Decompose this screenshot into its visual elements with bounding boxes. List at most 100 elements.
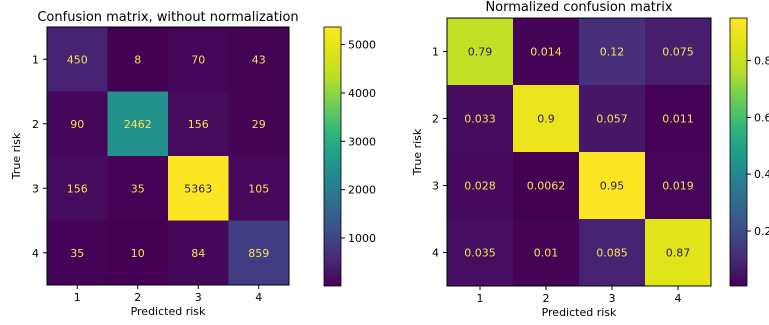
cell-value-label: 105 [248, 182, 269, 195]
heatmap-cell [107, 27, 169, 92]
heatmap-cell [447, 219, 514, 287]
cell-value-label: 0.95 [600, 180, 625, 193]
heatmap-cell [228, 91, 290, 157]
y-tick-label: 4 [32, 247, 39, 260]
cell-value-label: 5363 [184, 182, 212, 195]
cell-value-label: 0.033 [464, 113, 496, 126]
cell-value-label: 0.01 [534, 247, 559, 260]
y-tick-label: 1 [432, 46, 439, 59]
cell-value-label: 29 [252, 118, 266, 131]
cell-value-label: 0.12 [600, 46, 625, 59]
y-axis-label: True risk [10, 132, 23, 180]
cell-value-label: 0.87 [666, 247, 691, 260]
heatmap-cell [228, 156, 290, 221]
heatmap-cell [228, 27, 290, 92]
cell-value-label: 0.035 [464, 247, 496, 260]
cell-value-label: 35 [70, 247, 84, 260]
x-tick-label: 2 [543, 292, 550, 305]
colorbar [729, 17, 748, 287]
heatmap-cell [579, 85, 646, 153]
cell-value-label: 0.028 [464, 180, 496, 193]
cell-value-label: 0.79 [468, 46, 493, 59]
colorbar-tick-label: 0.2 [754, 225, 769, 238]
cell-value-label: 0.075 [662, 46, 694, 59]
heatmap-cell [107, 91, 169, 157]
heatmap-cell [645, 219, 712, 287]
x-tick-label: 4 [255, 291, 262, 304]
cell-value-label: 0.9 [537, 113, 555, 126]
y-tick-label: 3 [432, 180, 439, 193]
cell-value-label: 0.014 [530, 46, 562, 59]
heatmap-cell [513, 219, 580, 287]
cell-value-label: 84 [191, 247, 205, 260]
colorbar-tick-label: 0.6 [754, 111, 769, 124]
heatmap-cell [47, 91, 108, 157]
heatmap-cell [47, 156, 108, 221]
heatmap-cell [579, 152, 646, 220]
heatmap-cell [645, 18, 712, 86]
heatmap-cell [168, 220, 229, 286]
heatmap-cell [47, 27, 108, 92]
heatmap-cell [228, 220, 290, 286]
heatmap-cell [447, 18, 514, 86]
cell-value-label: 156 [188, 118, 209, 131]
y-axis-label: True risk [411, 128, 424, 176]
cell-value-label: 0.057 [596, 113, 628, 126]
colorbar-tick-label: 3000 [348, 135, 376, 148]
heatmap-cell [579, 219, 646, 287]
y-tick-label: 1 [32, 53, 39, 66]
heatmap-cell [513, 85, 580, 153]
colorbar-tick-label: 2000 [348, 184, 376, 197]
colorbar-tick-label: 0.4 [754, 168, 769, 181]
colorbar-tick-label: 5000 [348, 39, 376, 52]
x-tick-label: 3 [609, 292, 616, 305]
heatmap-cell [513, 152, 580, 220]
cell-value-label: 859 [248, 247, 269, 260]
plot-frame [46, 26, 290, 286]
cell-value-label: 70 [191, 53, 205, 66]
y-tick-label: 2 [32, 118, 39, 131]
cell-value-label: 35 [131, 182, 145, 195]
confusion-matrix-raw-panel: Confusion matrix, without normalization 4… [10, 10, 376, 318]
chart-title: Confusion matrix, without normalization [37, 10, 298, 25]
cell-value-label: 10 [131, 247, 145, 260]
heatmap-cell [579, 18, 646, 86]
y-tick-label: 2 [432, 113, 439, 126]
plot-frame [446, 17, 712, 287]
heatmap-cell [47, 220, 108, 286]
x-tick-label: 3 [195, 291, 202, 304]
x-axis-label: Predicted risk [131, 305, 206, 318]
cell-value-label: 0.019 [662, 180, 694, 193]
colorbar [323, 26, 342, 287]
x-tick-label: 1 [74, 291, 81, 304]
cell-value-label: 43 [252, 53, 266, 66]
heatmap-cell [168, 91, 229, 157]
colorbar-tick-label: 1000 [348, 232, 376, 245]
heatmap-cell [168, 156, 229, 221]
x-tick-label: 2 [134, 291, 141, 304]
cell-value-label: 8 [134, 53, 141, 66]
x-tick-label: 1 [477, 292, 484, 305]
cell-value-label: 450 [67, 53, 88, 66]
cell-value-label: 156 [67, 182, 88, 195]
cell-value-label: 0.011 [662, 113, 694, 126]
x-tick-label: 4 [675, 292, 682, 305]
chart-title: Normalized confusion matrix [485, 0, 672, 15]
cell-value-label: 2462 [124, 118, 152, 131]
heatmap-cell [447, 85, 514, 153]
heatmap-cell [645, 152, 712, 220]
heatmap-cell [107, 156, 169, 221]
cell-value-label: 90 [70, 118, 84, 131]
x-axis-label: Predicted risk [542, 306, 617, 319]
heatmap-cell [513, 18, 580, 86]
cell-value-label: 0.0062 [527, 180, 566, 193]
cell-value-label: 0.085 [596, 247, 628, 260]
heatmap-cell [107, 220, 169, 286]
heatmap-cell [645, 85, 712, 153]
y-tick-label: 3 [32, 182, 39, 195]
colorbar-tick-label: 0.8 [754, 55, 769, 68]
heatmap-cell [168, 27, 229, 92]
colorbar-tick-label: 4000 [348, 87, 376, 100]
